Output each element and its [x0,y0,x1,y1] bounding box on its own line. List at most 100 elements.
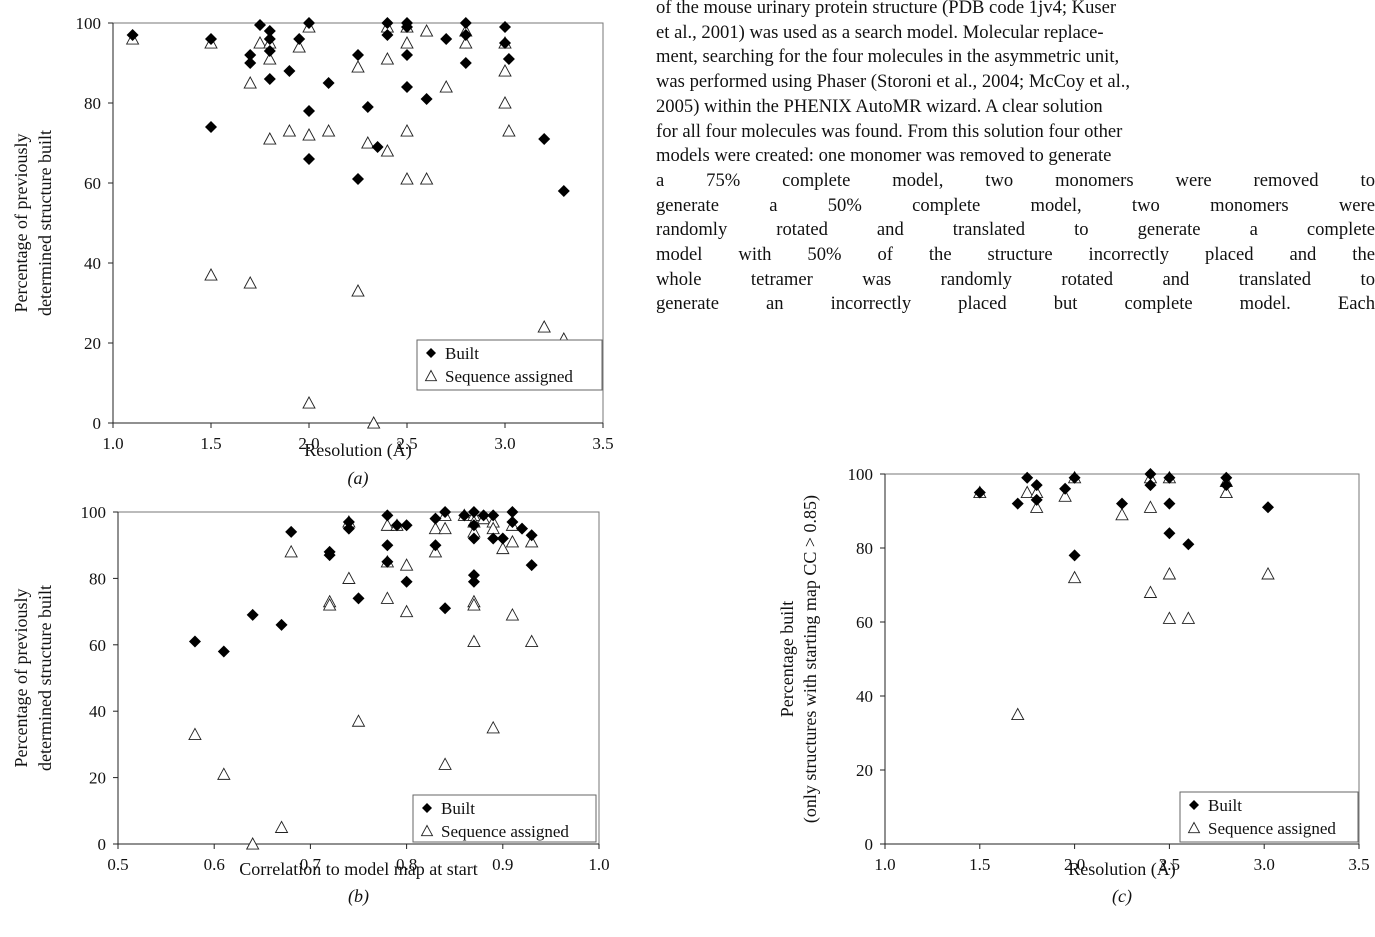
x-tick-label: 0.5 [107,855,128,874]
x-tick-label: 0.8 [396,855,417,874]
built-point [538,133,551,145]
sequence-assigned-point [217,767,231,780]
built-point [323,549,336,562]
sequence-assigned-point [263,52,277,65]
built-point [283,65,296,77]
body-text-line: model with 50% of the structure incorrec… [656,244,1375,266]
sequence-assigned-point [502,124,516,137]
y-tick-label: 20 [84,334,101,353]
sequence-assigned-point [419,24,434,37]
sequence-assigned-point [366,416,381,429]
legend: Built Sequence assigned [412,794,597,843]
built-point [467,506,480,518]
built-point [381,555,394,568]
built-point [293,33,306,45]
sequence-assigned-point [322,598,337,611]
body-text-line: generate an incorrectly placed but compl… [656,293,1375,315]
chart-panel-b: 0 20 40 60 80 100 0.5 0.6 0.7 0.8 0.9 1.0 Correlatio… [11,503,610,907]
y-axis-title: Percentage of previously [11,589,31,768]
sequence-assigned-point [351,714,366,727]
sequence-assigned-point [292,40,306,53]
y-tick-label: 40 [856,687,873,706]
body-text-line: ment, searching for the four molecules i… [656,46,1120,68]
y-tick-label: 60 [89,636,106,655]
y-tick-label: 80 [856,539,873,558]
y-axis-title: (only structures with starting map CC > … [800,495,821,823]
data-points [125,17,571,429]
sequence-assigned-point [537,320,551,333]
built-point [467,569,480,582]
panel-label: (b) [348,886,369,907]
built-point [467,575,480,588]
built-point [361,101,374,113]
sequence-assigned-point [1020,485,1034,499]
y-axis-title: Percentage built [777,601,797,717]
y-tick-label: 60 [84,174,101,193]
body-text-line: a 75% complete model, two monomers were … [656,169,1375,191]
y-axis-title: determined structure built [35,130,55,316]
y-tick-label: 0 [865,835,874,854]
x-axis-title: Resolution (Å) [1068,859,1176,880]
legend-entry: Built [1208,796,1242,815]
sequence-assigned-point [1115,507,1129,521]
built-point [487,509,500,522]
sequence-assigned-point [467,634,481,648]
sequence-assigned-point [245,837,260,850]
y-tick-label: 0 [93,414,102,433]
sequence-assigned-point [282,124,297,137]
x-tick-label: 1.0 [588,855,609,874]
data-points [188,506,539,850]
sequence-assigned-point [498,96,512,109]
built-point [1068,549,1081,562]
built-point [467,519,480,532]
built-point [303,105,315,117]
built-point [205,33,217,45]
built-point [499,21,511,33]
built-point [244,49,257,61]
chart-panel-c: 0 20 40 60 80 100 1.0 1.5 2.0 2.5 3.0 3.5 Resolution… [777,465,1370,907]
legend-entry: Sequence assigned [1208,819,1336,838]
sequence-assigned-point [399,558,414,571]
sequence-assigned-point [419,172,434,185]
built-point [254,19,266,31]
body-text-line: generate a 50% complete model, two monom… [656,194,1375,216]
sequence-assigned-point [1067,570,1082,584]
legend-box [412,794,597,843]
y-tick-label: 40 [84,254,101,273]
built-point [188,635,201,648]
body-text-line: for all four molecules was found. From t… [656,120,1123,142]
sequence-assigned-point [498,64,512,77]
built-point [381,539,394,552]
built-point [1220,479,1233,492]
x-tick-label: 0.9 [492,855,513,874]
sequence-assigned-point [505,607,520,621]
body-text-paragraph: of the mouse urinary protein structure (… [656,0,1375,395]
y-tick-label: 100 [81,503,107,522]
sequence-assigned-point [274,820,289,833]
sequence-assigned-point [263,132,277,145]
built-point [429,512,442,525]
built-point [525,559,538,572]
legend-sequence-icon [1187,821,1201,834]
panel-label: (c) [1112,886,1132,907]
sequence-assigned-point [380,144,395,157]
built-point [557,185,570,197]
legend-box [1179,791,1359,843]
x-axis-title: Correlation to model map at start [239,859,477,879]
body-text-line: et al., 2001) was used as a search model… [656,21,1104,43]
x-tick-label: 1.0 [102,434,123,453]
built-point [973,486,986,499]
built-point [263,45,276,57]
legend: Built Sequence assigned [1179,791,1359,843]
sequence-assigned-point [253,36,267,49]
built-point [381,17,394,29]
built-point [401,21,413,33]
sequence-assigned-point [1181,611,1196,624]
legend-built-icon [1189,800,1199,810]
sequence-assigned-point [428,521,443,535]
x-tick-label: 2.5 [1159,855,1180,874]
built-point [244,57,257,69]
built-point [342,522,355,535]
legend-entry: Built [445,344,479,363]
